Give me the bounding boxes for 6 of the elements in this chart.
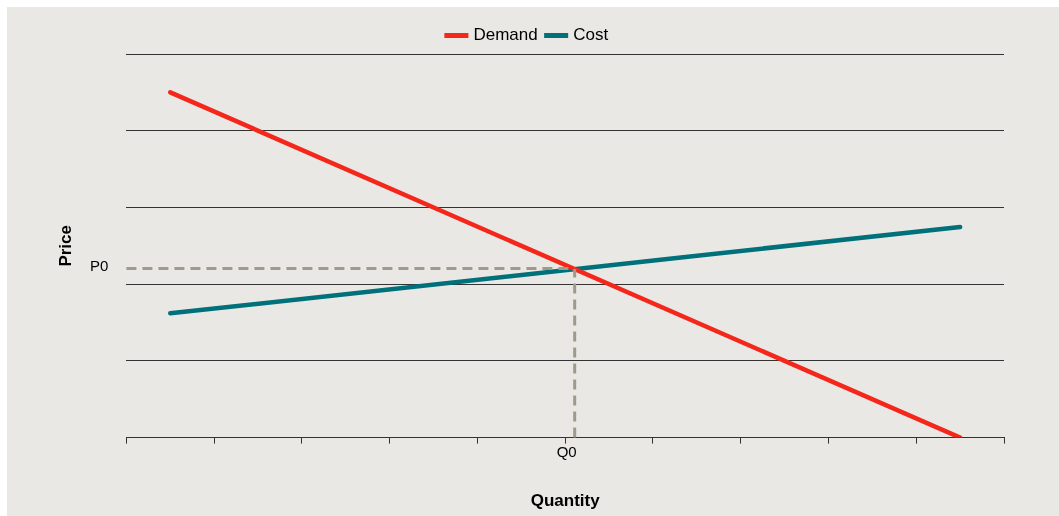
text: Q0 <box>556 443 577 461</box>
y-axis-title: Price <box>55 225 75 267</box>
x-axis-title: Quantity <box>530 491 601 511</box>
legend-label: Demand <box>473 25 538 45</box>
legend-label: Cost <box>573 25 609 45</box>
ref-line-label: P0 <box>90 256 109 274</box>
